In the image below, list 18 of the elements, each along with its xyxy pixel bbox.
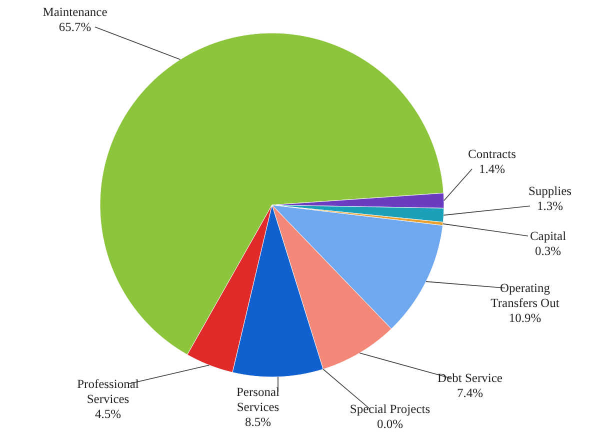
slice-label: Operating Transfers Out bbox=[490, 281, 560, 310]
text: 0.0% bbox=[376, 417, 404, 431]
data-label: 7.4% bbox=[456, 386, 484, 400]
slice-label: Maintenance bbox=[42, 5, 108, 19]
data-label: 1.4% bbox=[478, 162, 506, 176]
data-label: 8.5% bbox=[244, 415, 272, 429]
data-label: 4.5% bbox=[94, 407, 122, 421]
data-label: 1.3% bbox=[536, 199, 564, 213]
slice-label: Professional Services bbox=[77, 377, 140, 406]
slice-label: Capital bbox=[530, 229, 567, 243]
slice-label: Debt Service bbox=[438, 371, 503, 385]
slice-label: Supplies bbox=[528, 184, 572, 198]
data-label: 10.9% bbox=[508, 311, 542, 325]
slice-label: Contracts bbox=[468, 147, 516, 161]
category-label: Special Projects bbox=[350, 402, 430, 416]
data-label: 65.7% bbox=[58, 20, 92, 34]
data-label: 0.3% bbox=[534, 244, 562, 258]
slice-label: Personal Services bbox=[236, 385, 280, 414]
